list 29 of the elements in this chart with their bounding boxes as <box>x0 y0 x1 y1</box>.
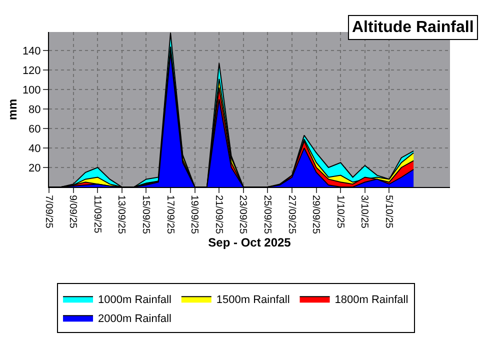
x-tick-label: 5/10/25 <box>382 195 394 229</box>
x-axis-title: Sep - Oct 2025 <box>208 235 292 250</box>
x-tick-label: 9/09/25 <box>67 195 78 229</box>
x-tick-label: 21/09/25 <box>212 195 224 234</box>
y-tick-label: 140 <box>22 45 41 58</box>
legend-label: 1500m Rainfall <box>216 294 290 306</box>
y-tick-label: 20 <box>28 162 41 174</box>
x-tick-label: 15/09/25 <box>140 195 151 234</box>
x-tick-label: 25/09/25 <box>261 195 272 234</box>
x-tick-label: 27/09/25 <box>286 195 297 234</box>
y-tick-label: 40 <box>28 142 41 155</box>
y-tick-label: 100 <box>22 84 41 96</box>
legend-label: 2000m Rainfall <box>98 312 172 325</box>
y-axis-title: mm <box>6 98 20 120</box>
x-tick-label: 23/09/25 <box>237 195 248 234</box>
x-tick-label: 11/09/25 <box>91 195 102 234</box>
x-tick-label: 3/10/25 <box>358 195 370 229</box>
x-tick-label: 7/09/25 <box>42 195 54 229</box>
x-tick-label: 1/10/25 <box>334 195 346 229</box>
legend-label: 1800m Rainfall <box>334 294 408 306</box>
y-tick-label: 60 <box>28 123 41 136</box>
y-tick-label: 80 <box>28 104 41 116</box>
x-tick-label: 17/09/25 <box>164 195 176 234</box>
x-tick-label: 19/09/25 <box>188 195 200 234</box>
x-tick-label: 29/09/25 <box>310 195 322 234</box>
legend-label: 1000m Rainfall <box>98 294 172 306</box>
y-tick-label: 120 <box>22 64 41 77</box>
chart-title: Altitude Rainfall <box>352 19 474 36</box>
x-tick-label: 13/09/25 <box>116 195 127 234</box>
